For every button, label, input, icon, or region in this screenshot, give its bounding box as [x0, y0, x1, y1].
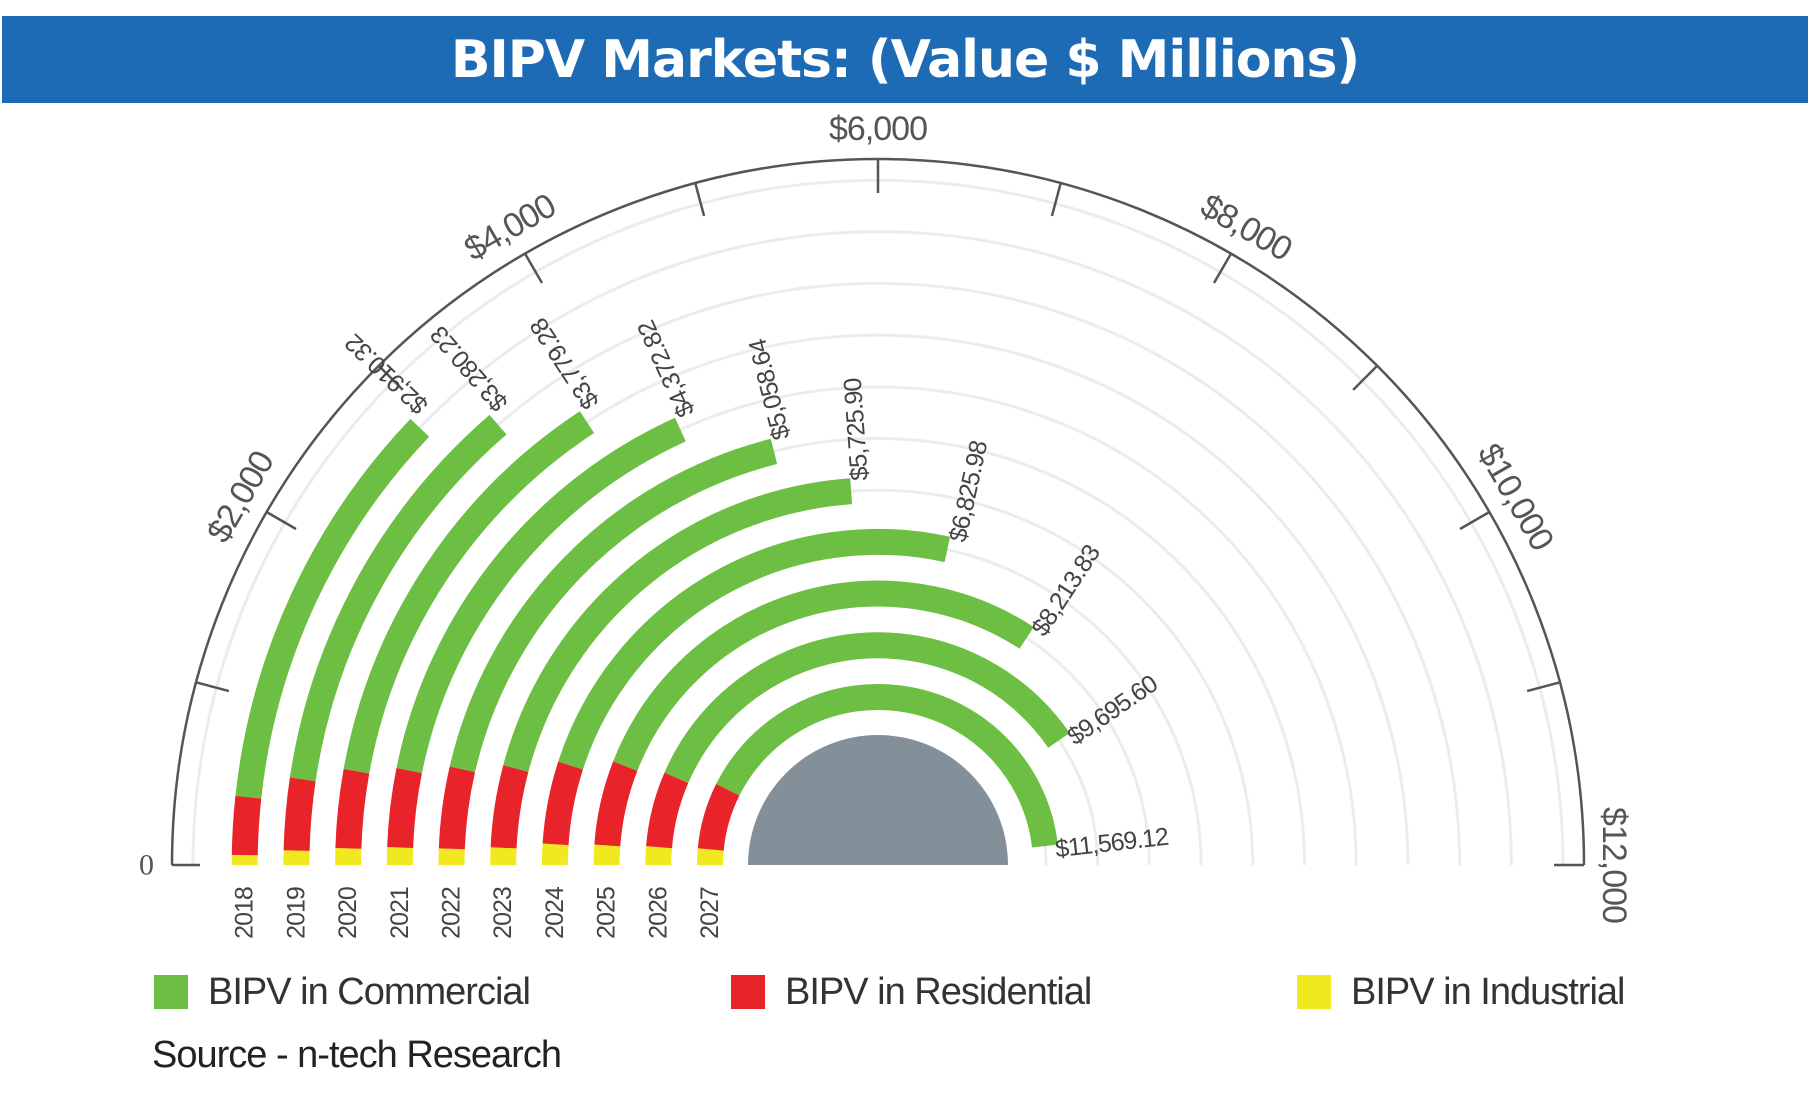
axis-tick-label: $8,000 — [1194, 187, 1298, 269]
axis-tick — [523, 252, 544, 284]
bar-segment-industrial-2025 — [593, 844, 621, 866]
category-label-2022: 2022 — [438, 887, 466, 939]
center-hub — [748, 735, 1008, 865]
category-label-2024: 2024 — [541, 886, 569, 939]
legend-swatch-industrial — [1297, 975, 1331, 1009]
axis-tick — [1050, 182, 1062, 217]
axis-tick — [694, 182, 706, 217]
category-label-2020: 2020 — [334, 887, 362, 939]
title-bar: BIPV Markets: (Value $ Millions) — [2, 16, 1808, 103]
axis-tick-label: $4,000 — [458, 187, 562, 269]
radial-bar-chart: $2,000 $4,000 $6,000 $8,000 $10,000 $12,000 0 $… — [139, 110, 1633, 939]
legend-item-commercial: BIPV in Commercial — [154, 968, 531, 1016]
bar-segment-commercial-2026 — [664, 632, 1070, 783]
category-label-2018: 2018 — [231, 887, 259, 939]
category-label-2026: 2026 — [644, 887, 672, 939]
axis-tick — [1212, 252, 1233, 284]
axis-tick — [1352, 364, 1379, 391]
bar-segment-commercial-2024 — [558, 528, 951, 770]
bar-segment-commercial-2022 — [449, 438, 778, 773]
legend-label-industrial: BIPV in Industrial — [1351, 970, 1625, 1013]
bar-segment-residential-2018 — [231, 795, 262, 856]
total-label-2020: $3,779.28 — [525, 313, 605, 414]
bar-segment-commercial-2027 — [716, 684, 1058, 848]
bar-segment-commercial-2023 — [503, 478, 853, 772]
bar-segment-commercial-2021 — [396, 417, 686, 774]
category-label-2021: 2021 — [386, 887, 414, 939]
bar-segment-residential-2027 — [697, 783, 740, 851]
total-label-2024: $6,825.98 — [944, 439, 993, 545]
legend-label-residential: BIPV in Residential — [785, 970, 1092, 1013]
legend-label-commercial: BIPV in Commercial — [208, 970, 531, 1013]
category-label-2023: 2023 — [489, 887, 517, 939]
category-label-2019: 2019 — [282, 887, 310, 939]
bar-segment-industrial-2027 — [697, 848, 724, 866]
bar-segment-residential-2021 — [387, 767, 422, 849]
bar-segment-industrial-2026 — [645, 846, 672, 866]
legend-item-industrial: BIPV in Industrial — [1297, 968, 1625, 1016]
axis-tick — [1526, 681, 1561, 693]
legend-swatch-residential — [731, 975, 765, 1009]
total-label-2019: $3,280.23 — [425, 321, 513, 417]
axis-tick-label: $6,000 — [829, 110, 927, 148]
axis-tick — [1459, 510, 1491, 531]
axis-tick-label: $10,000 — [1470, 437, 1561, 556]
axis-tick — [377, 364, 404, 391]
total-label-2018: $2,910.32 — [340, 329, 433, 420]
bar-segment-residential-2025 — [594, 761, 638, 847]
axis-tick-label: $2,000 — [200, 445, 282, 549]
axis-tick-label: $12,000 — [1595, 807, 1633, 923]
category-label-2027: 2027 — [696, 887, 724, 939]
legend-item-residential: BIPV in Residential — [731, 968, 1092, 1016]
total-label-2022: $5,058.64 — [743, 336, 795, 443]
bar-segment-commercial-2025 — [613, 580, 1034, 771]
bar-segment-residential-2023 — [490, 765, 529, 849]
category-label-2025: 2025 — [593, 887, 621, 939]
legend-swatch-commercial — [154, 975, 188, 1009]
bar-segment-industrial-2024 — [541, 843, 569, 866]
axis-tick — [265, 510, 297, 531]
bar-segment-residential-2022 — [438, 766, 476, 850]
bar-segment-residential-2026 — [646, 772, 689, 849]
bar-segment-residential-2019 — [283, 777, 316, 851]
source-note: Source - n-tech Research — [152, 1034, 562, 1076]
bar-segment-residential-2020 — [335, 768, 370, 849]
chart-title: BIPV Markets: (Value $ Millions) — [450, 29, 1360, 90]
bar-segment-commercial-2020 — [343, 411, 595, 774]
bar-segment-commercial-2018 — [235, 418, 430, 799]
total-label-2027: $11,569.12 — [1054, 823, 1170, 864]
axis-tick — [195, 681, 230, 693]
bar-segment-residential-2024 — [542, 761, 584, 846]
total-label-2023: $5,725.90 — [839, 378, 874, 482]
bar-segment-commercial-2019 — [289, 414, 507, 782]
axis-zero-label: 0 — [139, 849, 154, 882]
